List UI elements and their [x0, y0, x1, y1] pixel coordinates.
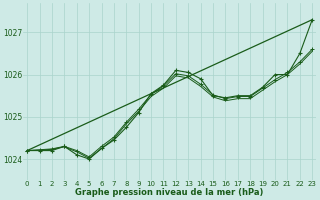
X-axis label: Graphe pression niveau de la mer (hPa): Graphe pression niveau de la mer (hPa): [76, 188, 264, 197]
